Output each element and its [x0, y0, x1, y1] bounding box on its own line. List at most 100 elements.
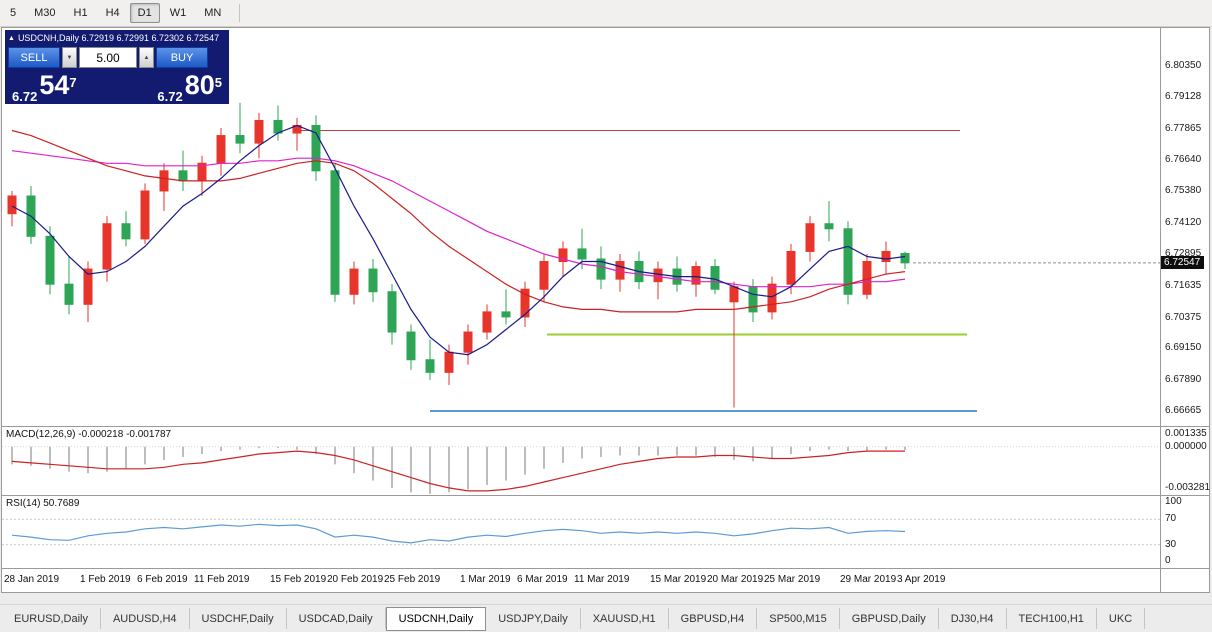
buy-price-main: 80 — [184, 70, 215, 100]
buy-price-prefix: 6.72 — [157, 89, 183, 104]
price-axis-label: 6.74120 — [1165, 217, 1202, 229]
chart-window: ▲ USDCNH,Daily 6.72919 6.72991 6.72302 6… — [1, 27, 1210, 593]
bid-ask-display: 6.72547 6.72805 — [5, 70, 229, 104]
sell-price-prefix: 6.72 — [12, 89, 38, 104]
axis-corner — [1160, 569, 1209, 592]
rsi-axis-label: 30 — [1165, 539, 1177, 550]
date-axis-label: 11 Feb 2019 — [194, 574, 250, 585]
timeframe-button-w1[interactable]: W1 — [169, 7, 187, 19]
ma-mid-line — [11, 129, 906, 313]
rsi-line — [11, 523, 906, 544]
volume-input[interactable] — [79, 47, 137, 68]
sell-button[interactable]: SELL — [8, 47, 60, 68]
price-axis-label: 6.70375 — [1165, 311, 1202, 323]
price-axis-label: 6.66665 — [1165, 405, 1202, 416]
macd-label: MACD(12,26,9) -0.000218 -0.001787 — [6, 429, 172, 440]
rsi-row: RSI(14) 50.7689 100 70 30 0 — [2, 496, 1209, 569]
volume-decrease-button[interactable]: ▼ — [62, 47, 77, 68]
buy-price-sup: 5 — [214, 75, 222, 90]
date-axis-label: 28 Jan 2019 — [4, 574, 60, 585]
rsi-axis-label: 0 — [1165, 555, 1171, 566]
price-axis-label: 6.79128 — [1165, 91, 1202, 103]
macd-canvas — [2, 446, 1160, 494]
date-axis-label: 15 Mar 2019 — [650, 574, 707, 585]
candles-layer — [7, 102, 910, 408]
macd-axis-label: 0.000000 — [1165, 440, 1207, 452]
one-click-trading-panel: ▲ USDCNH,Daily 6.72919 6.72991 6.72302 6… — [5, 30, 229, 104]
sell-price-sup: 7 — [69, 75, 77, 90]
macd-row: MACD(12,26,9) -0.000218 -0.001787 0.0013… — [2, 427, 1211, 496]
chart-tab-usdjpy-daily[interactable]: USDJPY,Daily — [486, 608, 581, 629]
chart-tab-usdchf-daily[interactable]: USDCHF,Daily — [190, 608, 287, 629]
date-axis-label: 11 Mar 2019 — [574, 574, 630, 585]
sell-price-main: 54 — [39, 70, 70, 100]
date-axis-label: 20 Mar 2019 — [707, 574, 764, 585]
date-axis-label: 1 Mar 2019 — [460, 574, 511, 585]
chart-tab-ukc[interactable]: UKC — [1097, 608, 1146, 629]
chart-tab-xauusd-h1[interactable]: XAUUSD,H1 — [581, 608, 669, 629]
price-chart-canvas — [7, 102, 1160, 413]
ma-fast-line — [11, 124, 906, 356]
chart-ohlc-title: USDCNH,Daily 6.72919 6.72991 6.72302 6.7… — [17, 33, 220, 43]
rsi-canvas — [2, 518, 1160, 546]
date-axis-label: 3 Apr 2019 — [897, 574, 946, 585]
current-price-badge: 6.72547 — [1161, 255, 1205, 269]
ma-slow-line — [11, 150, 906, 288]
timeframe-button-d1[interactable]: D1 — [129, 3, 160, 23]
timeframe-button-mn[interactable]: MN — [204, 7, 222, 19]
chart-tabs-bar: EURUSD,Daily AUDUSD,H4 USDCHF,Daily USDCAD,… — [0, 604, 1212, 632]
timeframe-toolbar: 5 M30 H1 H4 D1 W1 MN — [0, 0, 1212, 27]
date-axis-label: 6 Feb 2019 — [137, 574, 188, 585]
chart-tab-gbpusd-daily[interactable]: GBPUSD,Daily — [840, 608, 939, 629]
chart-tab-audusd-h4[interactable]: AUDUSD,H4 — [101, 608, 190, 629]
macd-indicator-pane[interactable]: MACD(12,26,9) -0.000218 -0.001787 — [2, 427, 1160, 495]
price-axis-label: 6.69150 — [1165, 342, 1202, 354]
price-chart-pane[interactable]: ▲ USDCNH,Daily 6.72919 6.72991 6.72302 6… — [2, 28, 1160, 426]
chart-tab-gbpusd-h4[interactable]: GBPUSD,H4 — [669, 608, 758, 629]
collapse-panel-icon[interactable]: ▲ — [8, 34, 15, 42]
rsi-indicator-pane[interactable]: RSI(14) 50.7689 — [2, 496, 1160, 568]
date-axis-label: 29 Mar 2019 — [840, 574, 897, 585]
time-axis[interactable]: 28 Jan 2019 1 Feb 2019 6 Feb 2019 11 Feb 20… — [2, 569, 1160, 592]
rsi-axis[interactable]: 100 70 30 0 — [1160, 496, 1209, 568]
date-axis-label: 25 Mar 2019 — [764, 574, 821, 585]
macd-axis-label: 0.001335 — [1165, 428, 1207, 439]
volume-increase-button[interactable]: ▲ — [139, 47, 154, 68]
price-axis-label: 6.75380 — [1165, 185, 1202, 197]
date-axis-label: 20 Feb 2019 — [327, 574, 384, 585]
macd-axis[interactable]: 0.001335 0.000000 -0.003281 — [1160, 427, 1211, 495]
toolbar-separator — [239, 4, 241, 22]
price-axis-label: 6.71635 — [1165, 279, 1202, 291]
sell-price[interactable]: 6.72547 — [12, 70, 77, 104]
timeframe-button-h1[interactable]: H1 — [73, 7, 88, 19]
price-axis-label: 6.80350 — [1165, 60, 1202, 72]
chart-tab-dj30-h4[interactable]: DJ30,H4 — [939, 608, 1007, 629]
timeframe-button-h4[interactable]: H4 — [105, 7, 120, 19]
price-axis-label: 6.77865 — [1165, 122, 1202, 134]
price-row: ▲ USDCNH,Daily 6.72919 6.72991 6.72302 6… — [2, 28, 1209, 427]
chart-tab-usdcad-daily[interactable]: USDCAD,Daily — [287, 608, 386, 629]
date-row: 28 Jan 2019 1 Feb 2019 6 Feb 2019 11 Feb 20… — [2, 569, 1209, 592]
trade-controls: SELL ▼ ▲ BUY — [5, 45, 229, 70]
rsi-axis-label: 70 — [1165, 513, 1177, 524]
price-axis[interactable]: 6.80350 6.79128 6.77865 6.76640 6.75380 6.741… — [1160, 28, 1209, 426]
macd-histogram — [11, 446, 906, 494]
timeframe-button-5[interactable]: 5 — [10, 7, 17, 19]
chart-info-bar: ▲ USDCNH,Daily 6.72919 6.72991 6.72302 6… — [5, 30, 229, 45]
price-axis-label: 6.76640 — [1165, 153, 1202, 165]
chart-tab-usdcnh-daily[interactable]: USDCNH,Daily — [385, 606, 487, 631]
date-axis-label: 6 Mar 2019 — [517, 574, 568, 585]
rsi-axis-label: 100 — [1165, 496, 1182, 507]
macd-axis-label: -0.003281 — [1165, 482, 1211, 493]
chart-tab-tech100-h1[interactable]: TECH100,H1 — [1007, 608, 1097, 629]
chart-tab-eurusd-daily[interactable]: EURUSD,Daily — [2, 608, 101, 629]
buy-price[interactable]: 6.72805 — [157, 70, 222, 104]
chart-tab-sp500-m15[interactable]: SP500,M15 — [757, 608, 840, 629]
buy-button[interactable]: BUY — [156, 47, 208, 68]
price-axis-label: 6.67890 — [1165, 374, 1202, 386]
date-axis-label: 15 Feb 2019 — [270, 574, 327, 585]
date-axis-label: 1 Feb 2019 — [80, 574, 131, 585]
timeframe-button-m30[interactable]: M30 — [34, 7, 56, 19]
date-axis-label: 25 Feb 2019 — [384, 574, 441, 585]
rsi-label: RSI(14) 50.7689 — [6, 498, 80, 509]
